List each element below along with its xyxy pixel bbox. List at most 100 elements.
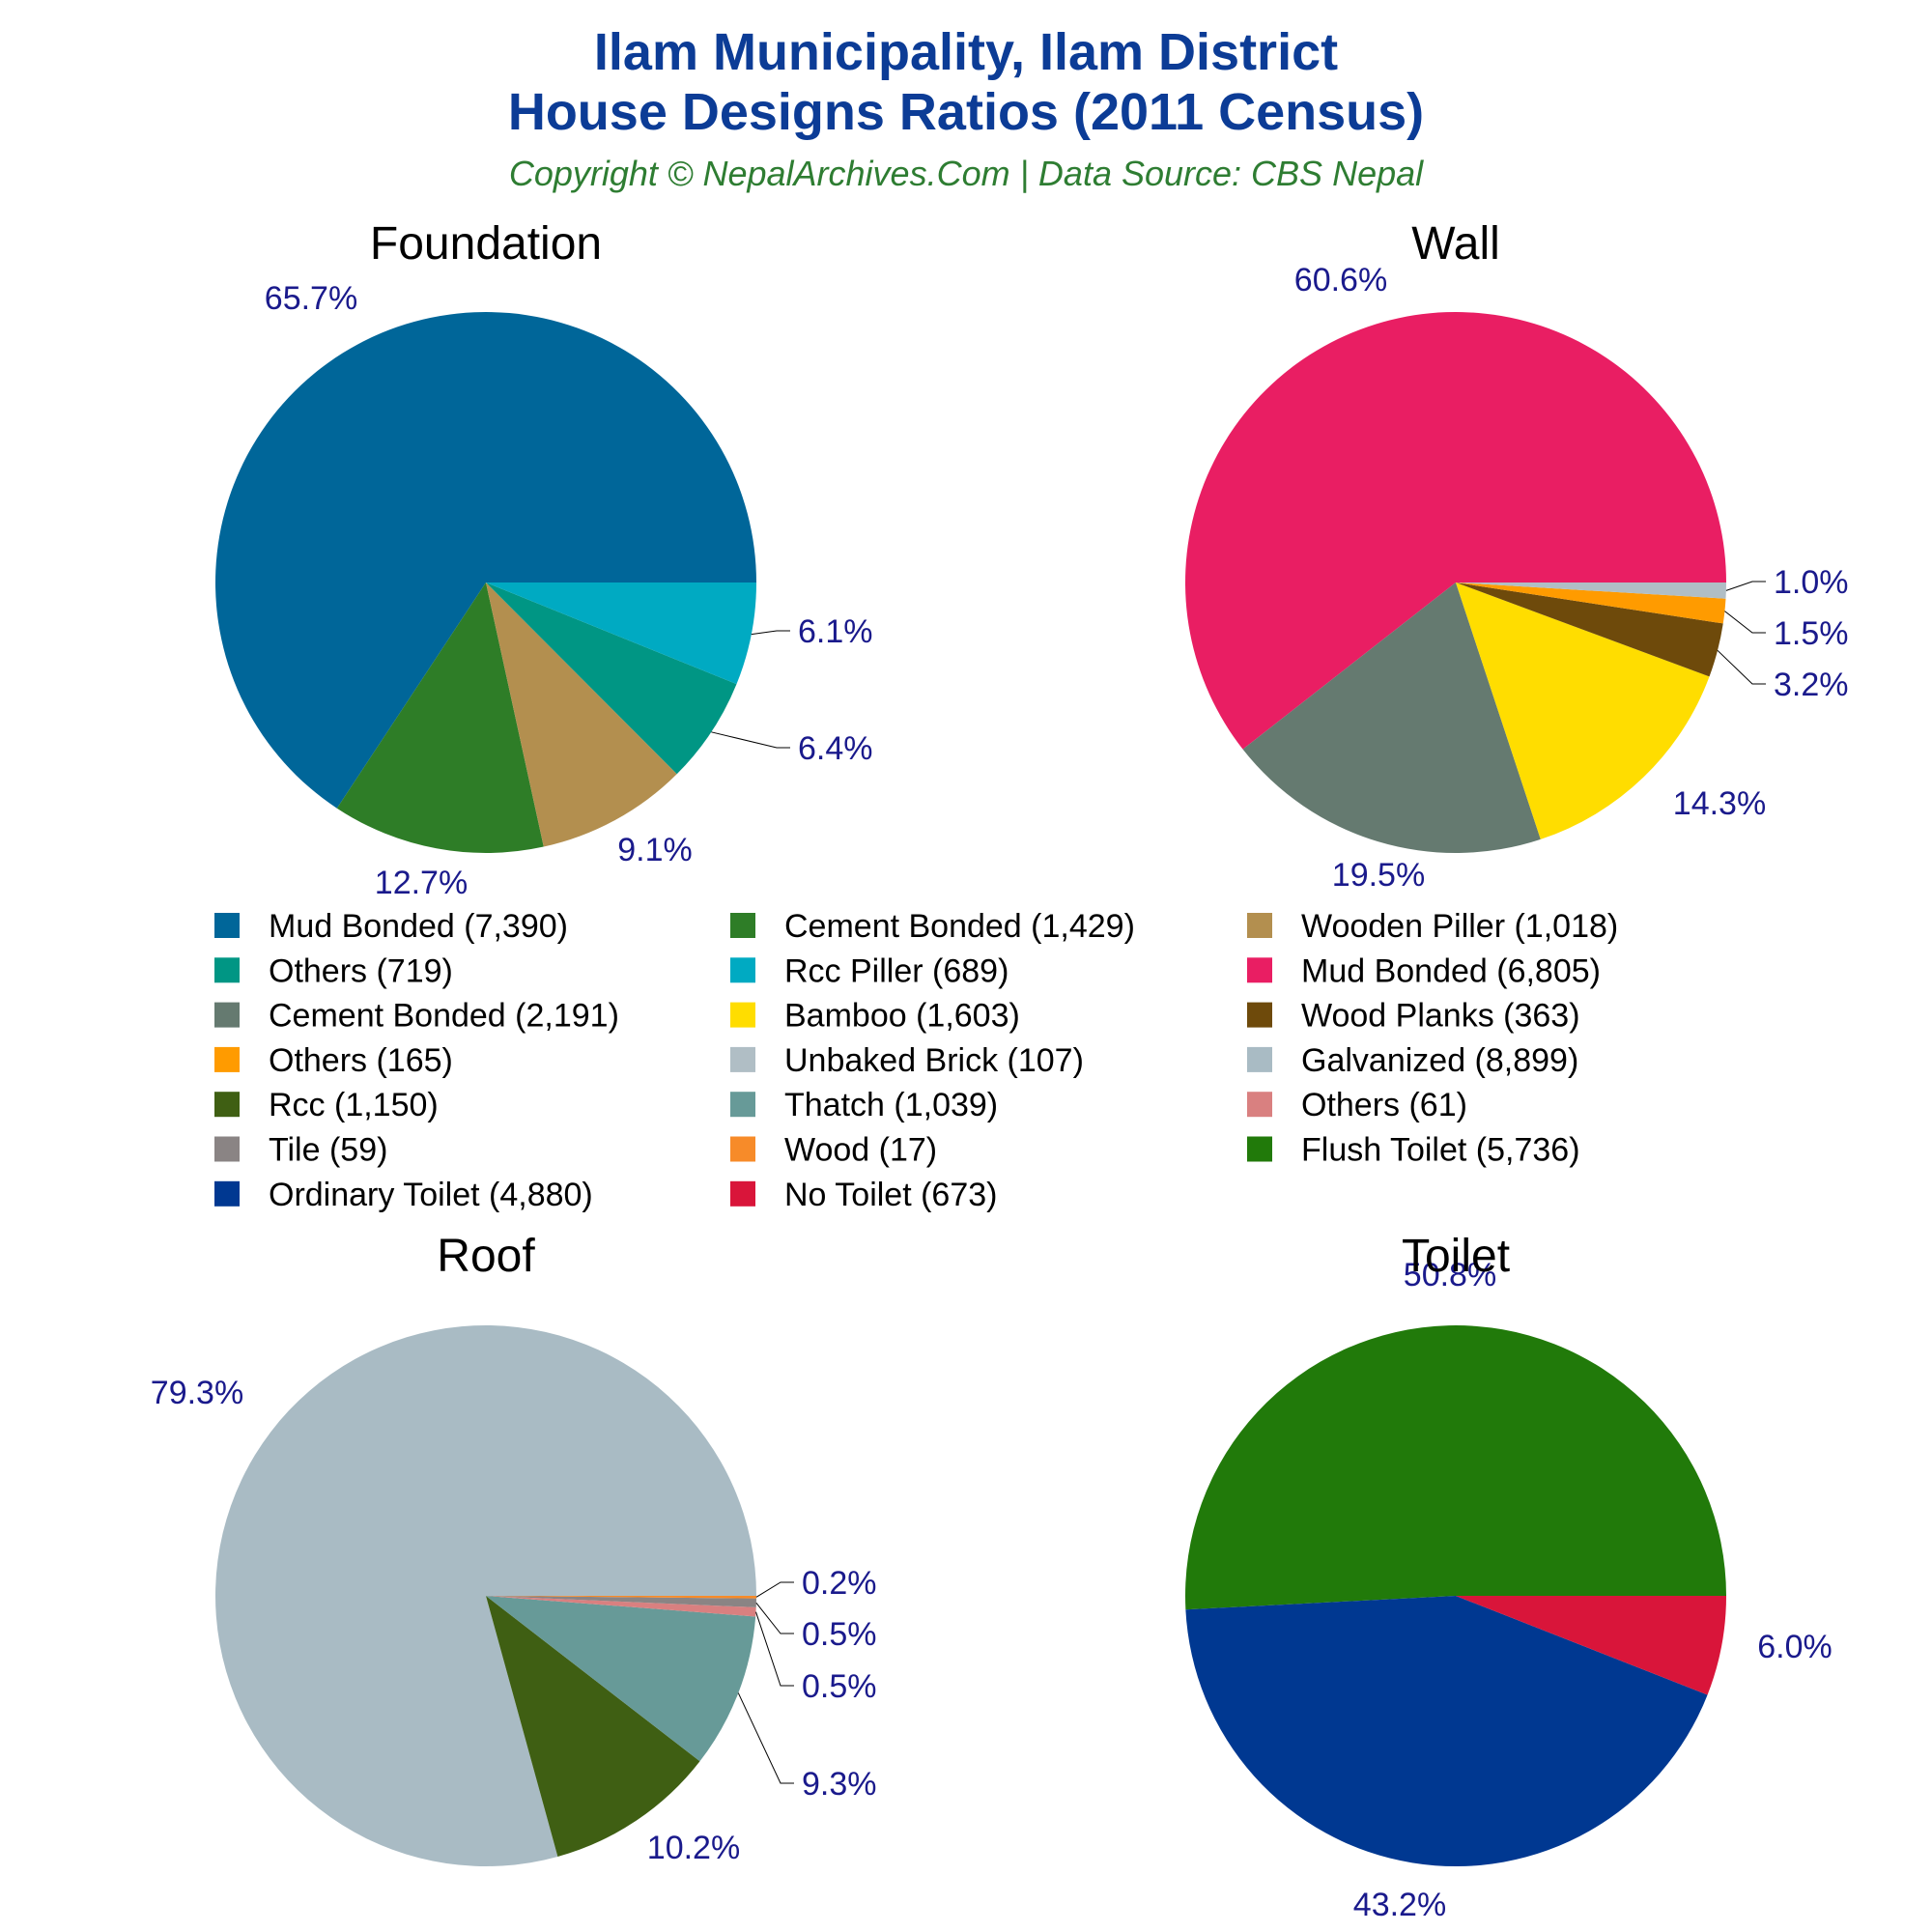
wall-percent-label: 60.6%: [1294, 262, 1387, 298]
legend-item: Rcc Piller (689): [730, 952, 1009, 989]
wall-chart-title: Wall: [1411, 218, 1500, 270]
legend-swatch: [730, 1002, 755, 1028]
legend-swatch: [1247, 1136, 1272, 1162]
legend-label: No Toilet (673): [784, 1177, 998, 1213]
foundation-slice-rcc-piller: [486, 582, 756, 685]
toilet-chart-title: Toilet: [1402, 1231, 1510, 1282]
wall-pie: 60.6% 19.5% 14.3% 3.2% 1.5% 1.0% Wall: [1185, 218, 1849, 894]
legend-swatch: [730, 1092, 755, 1118]
legend-label: Cement Bonded (1,429): [784, 908, 1135, 945]
wall-percent-label: 1.5%: [1774, 615, 1849, 652]
toilet-percent-label: 6.0%: [1757, 1629, 1833, 1665]
legend-label: Rcc (1,150): [269, 1087, 439, 1123]
chart-title-line2: House Designs Ratios (2011 Census): [508, 83, 1424, 141]
legend-item: Cement Bonded (1,429): [730, 908, 1135, 945]
roof-percent-label: 0.2%: [802, 1565, 877, 1602]
wall-slices: [1185, 312, 1726, 854]
legend-swatch: [730, 1136, 755, 1162]
roof-slice-thatch: [486, 1596, 756, 1762]
roof-slice-tile: [486, 1596, 756, 1607]
legend-swatch: [214, 1002, 240, 1028]
legend-item: Tile (59): [214, 1132, 387, 1169]
wall-leader-line-others: [1724, 611, 1766, 634]
legend-label: Mud Bonded (6,805): [1301, 952, 1601, 989]
legend-swatch: [214, 1136, 240, 1162]
roof-leader-line-tile: [755, 1602, 794, 1634]
wall-leader-line-wood-planks: [1717, 649, 1766, 685]
legend-item: Mud Bonded (6,805): [1247, 952, 1601, 989]
wall-leader-line-unbaked-brick: [1725, 581, 1766, 591]
roof-percent-label: 0.5%: [802, 1616, 877, 1653]
foundation-percent-label: 6.1%: [798, 613, 873, 650]
wall-percent-label: 14.3%: [1673, 785, 1766, 822]
wall-slice-cement-bonded: [1242, 582, 1541, 854]
legend-swatch: [1247, 913, 1272, 938]
legend-item: Flush Toilet (5,736): [1247, 1132, 1580, 1169]
legend-swatch: [214, 957, 240, 983]
wall-percent-label: 3.2%: [1774, 667, 1849, 703]
wall-slice-bamboo: [1456, 582, 1710, 839]
roof-slice-wood: [486, 1596, 757, 1599]
wall-labels: 60.6% 19.5% 14.3% 3.2% 1.5% 1.0%: [1294, 262, 1849, 894]
roof-leader-line-wood: [755, 1581, 794, 1598]
legend-swatch: [1247, 1002, 1272, 1028]
toilet-labels: 50.8% 43.2% 6.0%: [1353, 1257, 1833, 1923]
legend-label: Mud Bonded (7,390): [269, 908, 568, 945]
foundation-chart-title: Foundation: [370, 218, 602, 270]
legend-label: Galvanized (8,899): [1301, 1042, 1578, 1079]
wall-slice-others: [1456, 582, 1726, 624]
roof-leader-line-others: [755, 1611, 794, 1687]
foundation-leader-line-others: [711, 731, 790, 749]
legend-swatch: [1247, 957, 1272, 983]
foundation-percent-label: 6.4%: [798, 730, 873, 767]
legend-item: Bamboo (1,603): [730, 998, 1020, 1035]
legend-item: Cement Bonded (2,191): [214, 998, 619, 1035]
legend-item: Others (719): [214, 952, 453, 989]
legend-item: Galvanized (8,899): [1247, 1042, 1578, 1079]
toilet-slice-no-toilet: [1456, 1596, 1726, 1695]
legend-item: Others (165): [214, 1042, 453, 1079]
toilet-slice-flush-toilet: [1185, 1325, 1726, 1610]
legend-label: Others (719): [269, 952, 453, 989]
legend-swatch: [1247, 1092, 1272, 1118]
wall-percent-label: 19.5%: [1332, 857, 1425, 894]
foundation-slice-others: [486, 582, 737, 775]
legend-swatch: [1247, 1046, 1272, 1072]
legend-item: Wood Planks (363): [1247, 998, 1580, 1035]
foundation-slice-mud-bonded: [215, 312, 757, 809]
legend-item: Thatch (1,039): [730, 1087, 998, 1123]
legend-label: Flush Toilet (5,736): [1301, 1132, 1580, 1169]
legend-label: Unbaked Brick (107): [784, 1042, 1084, 1079]
foundation-labels: 65.7% 12.7% 9.1% 6.4% 6.1%: [265, 280, 873, 901]
wall-slice-unbaked-brick: [1456, 582, 1726, 599]
toilet-percent-label: 43.2%: [1353, 1887, 1446, 1923]
legend-label: Tile (59): [269, 1132, 387, 1169]
toilet-pie: 50.8% 43.2% 6.0% Toilet: [1185, 1231, 1833, 1923]
legend-label: Wooden Piller (1,018): [1301, 908, 1618, 945]
wall-slice-mud-bonded: [1185, 312, 1726, 750]
legend-item: Ordinary Toilet (4,880): [214, 1177, 593, 1213]
foundation-slices: [215, 312, 757, 854]
roof-slices: [214, 1324, 757, 1866]
roof-slice-galvanized: [214, 1324, 756, 1866]
legend: Mud Bonded (7,390) Cement Bonded (1,429) W…: [214, 908, 1618, 1213]
roof-percent-label: 0.5%: [802, 1668, 877, 1705]
legend-item: Wood (17): [730, 1132, 937, 1169]
toilet-slice-ordinary-toilet: [1185, 1596, 1708, 1867]
legend-label: Thatch (1,039): [784, 1087, 998, 1123]
legend-swatch: [214, 1046, 240, 1072]
foundation-leader-line-rcc-piller: [751, 630, 790, 636]
legend-item: Rcc (1,150): [214, 1087, 439, 1123]
legend-label: Cement Bonded (2,191): [269, 998, 619, 1035]
legend-swatch: [214, 1180, 240, 1207]
legend-swatch: [730, 1046, 755, 1072]
pie-charts-group: 65.7% 12.7% 9.1% 6.4% 6.1% Foundation 60.6% 19.…: [151, 218, 1849, 1923]
toilet-slices: [1185, 1325, 1726, 1867]
foundation-percent-label: 65.7%: [265, 280, 357, 317]
foundation-slice-wooden-piller: [486, 582, 677, 847]
legend-label: Others (165): [269, 1042, 453, 1079]
legend-swatch: [214, 1092, 240, 1118]
chart-title-line1: Ilam Municipality, Ilam District: [594, 23, 1338, 81]
legend-item: No Toilet (673): [730, 1177, 998, 1213]
